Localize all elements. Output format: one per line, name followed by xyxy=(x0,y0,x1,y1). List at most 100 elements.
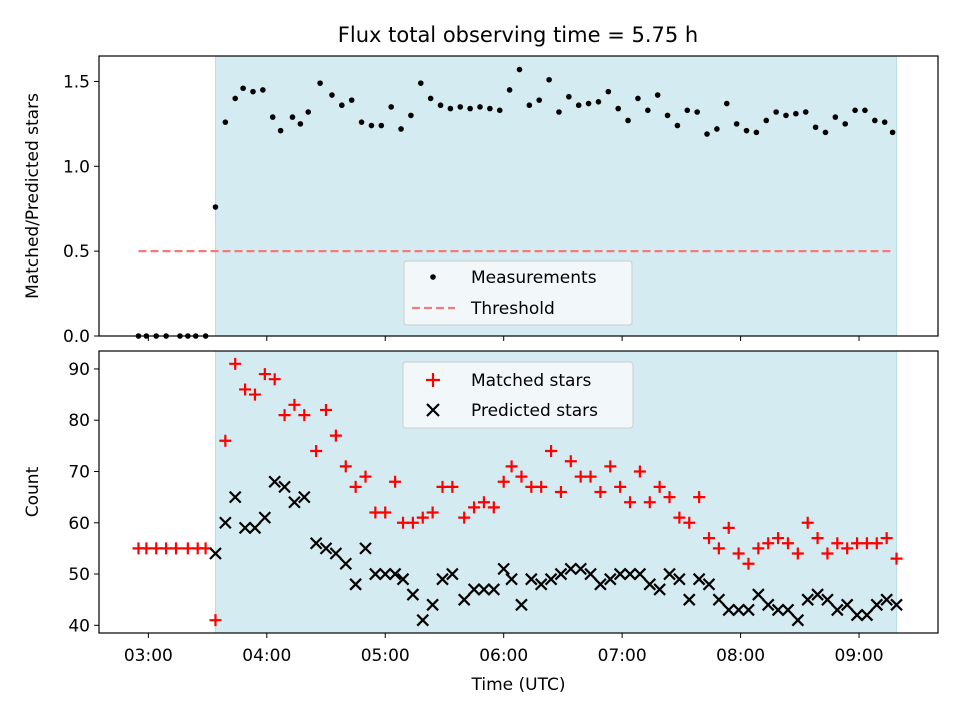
measurement-point xyxy=(802,109,809,115)
measurement-point xyxy=(615,105,621,112)
matched-star-point xyxy=(791,547,804,560)
measurement-point xyxy=(684,107,691,114)
predicted-star-point xyxy=(702,578,716,591)
matched-star-point xyxy=(288,398,301,411)
x-tick-label: 05:00 xyxy=(361,646,410,666)
matched-star-point xyxy=(278,409,291,422)
measurement-point xyxy=(368,122,375,129)
y-tick-label: 1.0 xyxy=(63,157,90,177)
ratio-plot-frame xyxy=(98,55,939,337)
ratio-panel: 0.0 0.5 1.0 1.5 Matched/Predicted stars Mea… xyxy=(23,55,939,347)
matched-star-point xyxy=(742,557,755,570)
measurement-point xyxy=(723,100,730,107)
matched-star-point xyxy=(624,496,637,509)
predicted-star-point xyxy=(692,572,706,586)
measurement-point xyxy=(605,88,612,95)
measurement-point xyxy=(232,95,239,102)
predicted-star-point xyxy=(584,567,597,581)
matched-star-point xyxy=(554,486,567,498)
y-tick-label: 60 xyxy=(68,514,90,534)
matched-star-point xyxy=(663,491,676,504)
predicted-star-point xyxy=(811,588,824,601)
matched-star-point xyxy=(446,480,459,493)
predicted-star-point xyxy=(771,603,785,617)
legend-threshold-label: Threshold xyxy=(470,299,555,319)
measurement-point xyxy=(506,87,513,93)
matched-star-point xyxy=(594,486,607,498)
predicted-star-point xyxy=(594,578,607,591)
measurement-point xyxy=(388,104,394,110)
x-tick-label: 09:00 xyxy=(835,646,884,666)
measurement-point xyxy=(240,85,246,92)
predicted-star-point xyxy=(457,593,471,606)
measurement-point xyxy=(358,119,365,125)
matched-star-point xyxy=(379,506,392,519)
predicted-star-point xyxy=(487,583,501,596)
matched-star-point xyxy=(772,532,785,545)
chart-title: Flux total observing time = 5.75 h xyxy=(338,23,698,47)
matched-star-point xyxy=(209,614,222,627)
y-tick-label: 40 xyxy=(68,616,90,636)
matched-star-point xyxy=(406,516,419,529)
measurement-point xyxy=(305,109,312,115)
measurement-point xyxy=(250,88,256,95)
legend-predicted-label: Predicted stars xyxy=(471,401,598,421)
matched-star-point xyxy=(310,444,323,457)
predicted-star-point xyxy=(396,572,410,586)
predicted-star-point xyxy=(525,572,538,586)
predicted-star-point xyxy=(319,542,333,555)
predicted-star-point xyxy=(673,572,686,586)
predicted-star-point xyxy=(406,588,420,601)
measurement-point xyxy=(733,121,740,127)
measurement-point xyxy=(783,112,789,119)
matched-star-point xyxy=(831,537,844,550)
predicted-star-point xyxy=(752,588,765,601)
predicted-star-point xyxy=(505,572,518,586)
predicted-star-point xyxy=(278,480,291,494)
predicted-star-point xyxy=(436,572,449,586)
y-tick-label: 0.0 xyxy=(63,327,90,347)
measurement-point xyxy=(546,76,552,83)
matched-star-point xyxy=(673,511,686,524)
predicted-star-point xyxy=(426,598,439,612)
measurement-point xyxy=(773,109,779,115)
matched-star-point xyxy=(614,480,627,493)
measurement-point xyxy=(889,129,896,136)
matched-star-point xyxy=(349,480,362,493)
legend-predicted-marker xyxy=(426,403,440,417)
predicted-star-point xyxy=(801,593,814,606)
predicted-star-point xyxy=(388,567,402,581)
measurement-point xyxy=(575,102,582,109)
matched-star-point xyxy=(416,511,429,524)
predicted-star-point xyxy=(840,598,854,612)
matched-star-point xyxy=(320,403,333,416)
measurement-point xyxy=(862,107,868,114)
ratio-marks xyxy=(135,66,896,339)
measurement-point xyxy=(329,92,335,98)
matched-star-point xyxy=(359,470,372,483)
matched-star-point xyxy=(258,368,271,381)
matched-star-point xyxy=(703,532,716,545)
ratio-legend-box xyxy=(403,260,633,326)
predicted-star-point xyxy=(209,547,222,560)
measurement-point xyxy=(842,121,849,127)
predicted-star-point xyxy=(258,511,272,524)
measurement-point xyxy=(467,105,473,112)
y-tick-label: 80 xyxy=(68,411,90,431)
matched-star-point xyxy=(545,444,558,457)
y-tick-label: 70 xyxy=(68,462,90,482)
count-marks xyxy=(132,357,903,627)
measurement-point xyxy=(417,80,424,86)
predicted-star-point xyxy=(349,578,362,591)
matched-star-point xyxy=(752,542,765,555)
matched-star-point xyxy=(477,496,490,509)
measurement-point xyxy=(872,117,878,124)
matched-star-point xyxy=(564,455,577,468)
predicted-star-point xyxy=(643,578,657,591)
matched-star-point xyxy=(683,516,696,529)
matched-star-point xyxy=(169,542,182,555)
predicted-star-point xyxy=(781,603,795,617)
matched-star-point xyxy=(389,475,402,488)
ratio-axis-ticks: 0.0 0.5 1.0 1.5 xyxy=(63,72,860,347)
measurement-point xyxy=(269,114,276,120)
